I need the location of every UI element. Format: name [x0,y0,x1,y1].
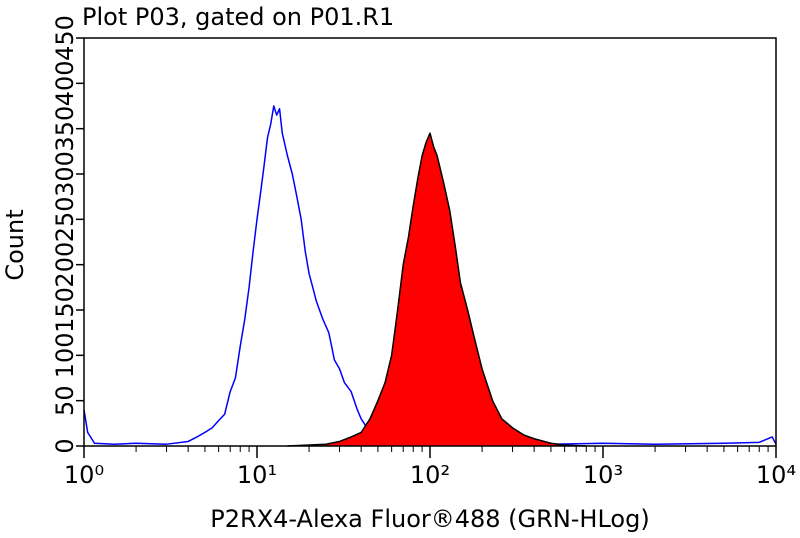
filled-histogram [287,132,587,447]
y-tick-label: 350 [51,106,79,152]
y-tick-label: 50 [51,385,79,416]
y-axis-label: Count [1,209,29,280]
chart-title: Plot P03, gated on P01.R1 [82,3,394,31]
y-tick-label: 300 [51,151,79,197]
x-axis-label: P2RX4-Alexa Fluor®488 (GRN-HLog) [210,505,649,533]
x-tick-label: 10² [410,461,450,489]
x-tick-label: 10⁴ [756,461,796,489]
x-tick-label: 10¹ [237,461,277,489]
y-tick-label: 250 [51,196,79,242]
y-tick-label: 0 [51,438,79,453]
y-tick-label: 400 [51,60,79,106]
y-tick-label: 100 [51,332,79,378]
x-tick-label: 10⁰ [64,461,104,489]
y-tick-label: 450 [51,15,79,61]
y-tick-label: 200 [51,242,79,288]
x-tick-label: 10³ [583,461,623,489]
y-tick-label: 150 [51,287,79,333]
